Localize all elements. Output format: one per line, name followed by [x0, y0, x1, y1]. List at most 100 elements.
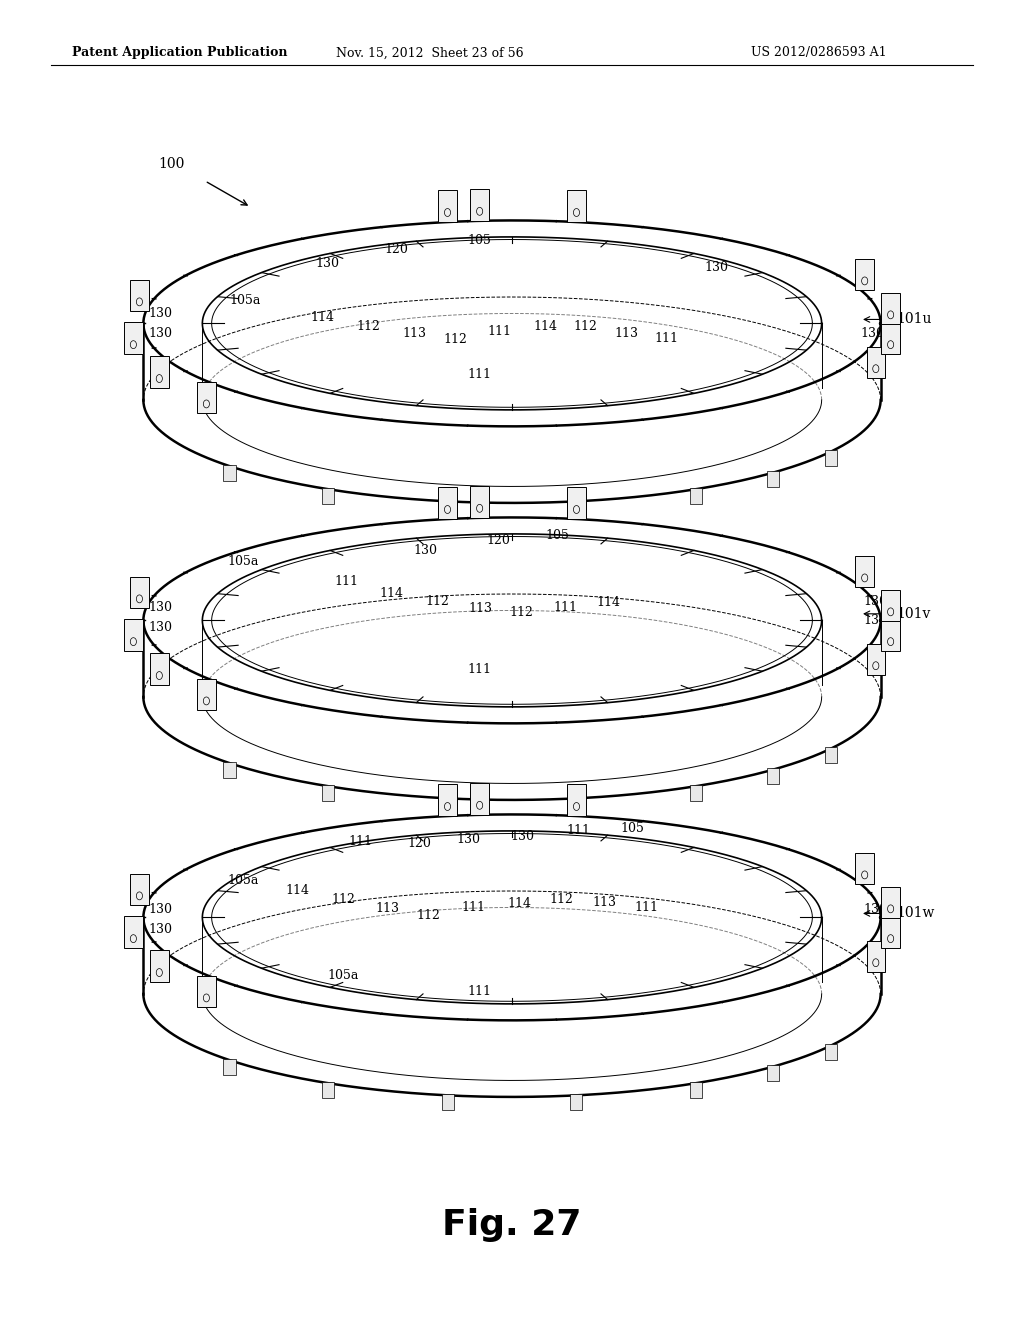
- Bar: [855, 259, 873, 290]
- Bar: [767, 471, 779, 487]
- Text: 111: 111: [634, 900, 658, 913]
- Text: 114: 114: [310, 310, 335, 323]
- Text: 101v: 101v: [896, 607, 931, 620]
- Text: 101u: 101u: [896, 313, 932, 326]
- Polygon shape: [143, 220, 881, 426]
- Polygon shape: [203, 236, 821, 411]
- Text: 130: 130: [148, 923, 172, 936]
- Bar: [470, 189, 488, 220]
- Bar: [567, 190, 586, 222]
- Bar: [322, 785, 334, 801]
- Polygon shape: [143, 620, 881, 800]
- Bar: [124, 619, 142, 651]
- Bar: [690, 488, 702, 504]
- Polygon shape: [143, 917, 881, 1097]
- Text: 130: 130: [413, 544, 437, 557]
- Text: 120: 120: [408, 837, 432, 850]
- Bar: [866, 941, 885, 973]
- Text: 130: 130: [863, 594, 887, 607]
- Bar: [882, 293, 900, 325]
- Text: US 2012/0286593 A1: US 2012/0286593 A1: [752, 46, 887, 59]
- Text: 105: 105: [621, 821, 645, 834]
- Text: 111: 111: [487, 325, 512, 338]
- Bar: [151, 356, 169, 388]
- Bar: [124, 322, 142, 354]
- Bar: [570, 1094, 583, 1110]
- Text: 130: 130: [148, 326, 172, 339]
- Text: 114: 114: [596, 595, 621, 609]
- Text: 130: 130: [863, 903, 887, 916]
- Bar: [223, 465, 236, 480]
- Text: 130: 130: [705, 260, 729, 273]
- Bar: [882, 322, 900, 354]
- Text: 111: 111: [467, 367, 492, 380]
- Bar: [866, 347, 885, 379]
- Text: 113: 113: [468, 602, 493, 615]
- Bar: [470, 486, 488, 517]
- Bar: [767, 768, 779, 784]
- Text: 130: 130: [863, 614, 887, 627]
- Bar: [855, 853, 873, 884]
- Text: 120: 120: [384, 243, 409, 256]
- Text: 130: 130: [315, 256, 340, 269]
- Bar: [825, 1044, 838, 1060]
- Bar: [470, 783, 488, 814]
- Bar: [570, 797, 583, 813]
- Text: 112: 112: [549, 892, 573, 906]
- Text: 111: 111: [553, 601, 578, 614]
- Text: 112: 112: [443, 333, 468, 346]
- Bar: [855, 556, 873, 587]
- Polygon shape: [203, 830, 821, 1005]
- Bar: [882, 887, 900, 919]
- Text: 112: 112: [356, 319, 381, 333]
- Text: 112: 112: [331, 892, 355, 906]
- Text: 105a: 105a: [227, 554, 259, 568]
- Bar: [690, 785, 702, 801]
- Bar: [882, 590, 900, 622]
- Bar: [151, 950, 169, 982]
- Bar: [198, 678, 216, 710]
- Bar: [130, 874, 148, 906]
- Bar: [130, 280, 148, 312]
- Bar: [441, 797, 454, 813]
- Text: 112: 112: [573, 319, 598, 333]
- Bar: [690, 1082, 702, 1098]
- Text: 111: 111: [467, 985, 492, 998]
- Text: 114: 114: [507, 896, 531, 909]
- Text: 130: 130: [860, 326, 884, 339]
- Bar: [438, 487, 457, 519]
- Text: 130: 130: [148, 620, 172, 634]
- Text: 113: 113: [614, 326, 639, 339]
- Bar: [567, 487, 586, 519]
- Text: 130: 130: [148, 601, 172, 614]
- Text: 113: 113: [592, 895, 616, 908]
- Text: 111: 111: [334, 574, 358, 587]
- Text: 111: 111: [467, 663, 492, 676]
- Text: Nov. 15, 2012  Sheet 23 of 56: Nov. 15, 2012 Sheet 23 of 56: [336, 46, 524, 59]
- Bar: [223, 1059, 236, 1074]
- Text: Patent Application Publication: Patent Application Publication: [72, 46, 287, 59]
- Text: 112: 112: [416, 908, 440, 921]
- Text: 112: 112: [509, 606, 534, 619]
- Bar: [322, 488, 334, 504]
- Bar: [825, 747, 838, 763]
- Text: 105a: 105a: [328, 969, 358, 982]
- Bar: [198, 381, 216, 413]
- Bar: [223, 762, 236, 777]
- Text: 130: 130: [456, 833, 480, 846]
- Text: 105a: 105a: [229, 293, 261, 306]
- Bar: [130, 577, 148, 609]
- Bar: [198, 975, 216, 1007]
- Text: 111: 111: [461, 900, 485, 913]
- Text: 105a: 105a: [227, 874, 259, 887]
- Text: 105: 105: [467, 234, 492, 247]
- Bar: [767, 1065, 779, 1081]
- Text: 114: 114: [285, 883, 309, 896]
- Text: 113: 113: [375, 902, 399, 915]
- Text: 130: 130: [148, 903, 172, 916]
- Polygon shape: [203, 533, 821, 708]
- Bar: [441, 500, 454, 516]
- Text: 111: 111: [348, 834, 373, 847]
- Text: 130: 130: [510, 829, 535, 842]
- Bar: [882, 916, 900, 948]
